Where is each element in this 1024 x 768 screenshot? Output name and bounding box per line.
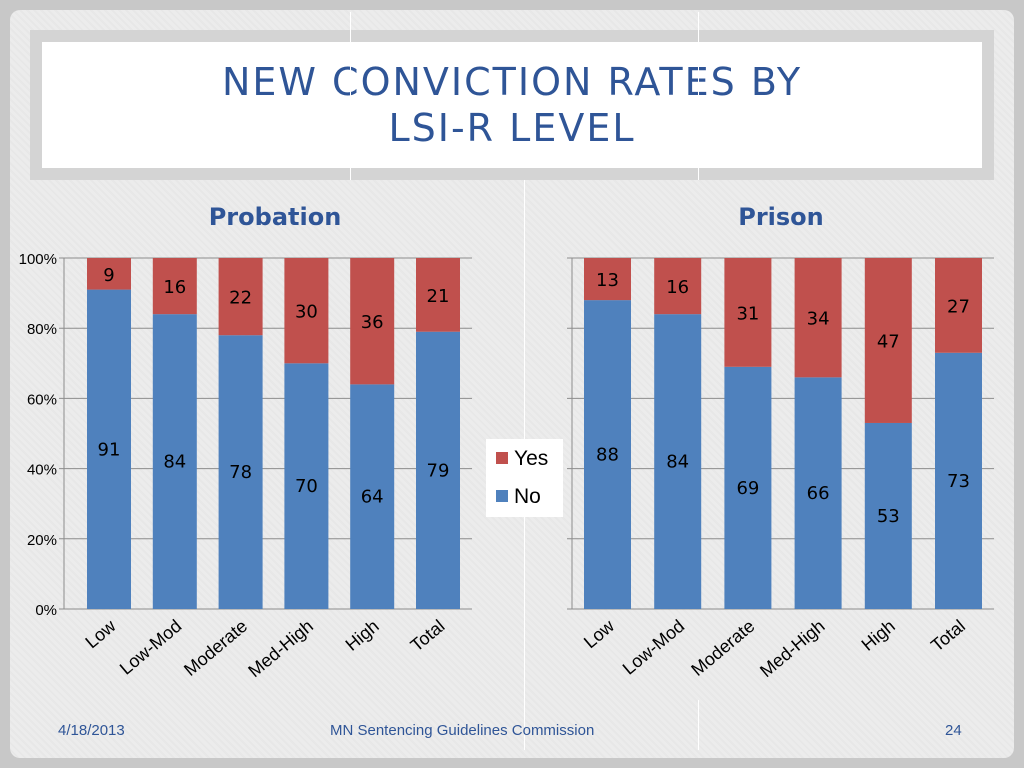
bar-no bbox=[416, 331, 460, 609]
data-label-no: 64 bbox=[361, 487, 384, 508]
footer-date: 4/18/2013 bbox=[58, 722, 125, 739]
divider-line-bottom bbox=[698, 700, 699, 750]
bar-no bbox=[350, 384, 395, 609]
data-label-no: 53 bbox=[877, 506, 900, 527]
y-tick-label: 20% bbox=[27, 532, 57, 549]
footer-center-text: MN Sentencing Guidelines Commission bbox=[330, 722, 595, 739]
data-label-no: 69 bbox=[736, 478, 759, 499]
data-label-yes: 9 bbox=[103, 265, 114, 286]
bar-no bbox=[864, 422, 912, 609]
bar-no bbox=[654, 314, 702, 609]
bar-yes bbox=[416, 258, 460, 332]
category-label: Low bbox=[580, 615, 619, 652]
category-label: Low-Mod bbox=[116, 616, 186, 679]
bar-no bbox=[794, 377, 842, 609]
legend-label-yes: Yes bbox=[514, 447, 548, 470]
bar-no bbox=[584, 300, 631, 609]
bar-yes bbox=[794, 258, 842, 378]
bar-yes bbox=[935, 258, 982, 353]
data-label-yes: 16 bbox=[163, 277, 186, 298]
title-frame: NEW CONVICTION RATES BY LSI-R LEVEL bbox=[30, 30, 994, 180]
bar-yes bbox=[218, 258, 263, 336]
bar-yes bbox=[584, 258, 631, 301]
data-label-yes: 16 bbox=[666, 277, 689, 298]
data-label-no: 91 bbox=[98, 439, 121, 460]
bar-no bbox=[152, 314, 197, 609]
data-label-no: 66 bbox=[807, 483, 830, 504]
y-tick-label: 0% bbox=[35, 602, 57, 619]
bar-yes bbox=[87, 258, 131, 290]
legend-swatch-yes bbox=[496, 452, 508, 464]
bar-yes bbox=[284, 258, 329, 364]
data-label-yes: 22 bbox=[229, 288, 252, 309]
y-tick-label: 100% bbox=[19, 251, 57, 268]
bar-yes bbox=[152, 258, 197, 315]
bar-yes bbox=[864, 258, 912, 423]
data-label-no: 84 bbox=[163, 452, 186, 473]
bar-yes bbox=[724, 258, 772, 367]
data-label-yes: 21 bbox=[427, 286, 450, 307]
bar-yes bbox=[350, 258, 395, 385]
data-label-yes: 31 bbox=[736, 303, 759, 324]
legend-swatch-no bbox=[496, 490, 508, 502]
bar-yes bbox=[654, 258, 702, 315]
category-label: Low-Mod bbox=[619, 616, 689, 679]
title-box: NEW CONVICTION RATES BY LSI-R LEVEL bbox=[42, 42, 982, 168]
bar-no bbox=[724, 366, 772, 609]
slide-title-line-2: LSI-R LEVEL bbox=[388, 106, 636, 150]
category-label: Total bbox=[407, 616, 449, 656]
chart-title: Prison bbox=[738, 203, 824, 231]
divider-line-top-left bbox=[350, 12, 351, 180]
category-label: High bbox=[342, 616, 383, 655]
chart-0: Probation 0% 20% 40% 60% 80% 100% 91 9 Low 84 16 Low… bbox=[19, 203, 472, 681]
legend-label-no: No bbox=[514, 485, 541, 508]
y-tick-label: 40% bbox=[27, 462, 57, 479]
data-label-yes: 13 bbox=[596, 270, 619, 291]
bar-no bbox=[935, 352, 982, 609]
data-label-no: 73 bbox=[947, 471, 970, 492]
data-label-no: 70 bbox=[295, 476, 318, 497]
data-label-yes: 27 bbox=[947, 296, 970, 317]
legend: Yes No bbox=[486, 439, 563, 517]
y-tick-label: 80% bbox=[27, 321, 57, 338]
data-label-yes: 36 bbox=[361, 312, 384, 333]
data-label-no: 88 bbox=[596, 445, 619, 466]
footer-page-number: 24 bbox=[945, 722, 962, 739]
chart-title: Probation bbox=[209, 203, 342, 231]
data-label-yes: 30 bbox=[295, 302, 318, 323]
data-label-no: 79 bbox=[427, 460, 450, 481]
category-label: High bbox=[858, 616, 899, 655]
category-label: Med-High bbox=[756, 616, 829, 681]
data-label-yes: 34 bbox=[807, 309, 830, 330]
bar-no bbox=[218, 335, 263, 609]
data-label-yes: 47 bbox=[877, 331, 900, 352]
y-tick-label: 60% bbox=[27, 391, 57, 408]
bar-no bbox=[87, 289, 131, 609]
data-label-no: 84 bbox=[666, 452, 689, 473]
chart-1: Prison 88 13 Low 84 16 Low-Mod 69 31 Moderate 66 34… bbox=[567, 203, 994, 681]
bar-no bbox=[284, 363, 329, 609]
slide-title-line-1: NEW CONVICTION RATES BY bbox=[221, 60, 803, 104]
category-label: Med-High bbox=[244, 616, 317, 681]
category-label: Low bbox=[81, 615, 120, 652]
category-label: Moderate bbox=[687, 616, 758, 680]
category-label: Total bbox=[927, 616, 969, 656]
category-label: Moderate bbox=[180, 616, 251, 680]
divider-line-top-right bbox=[698, 12, 699, 180]
data-label-no: 78 bbox=[229, 462, 252, 483]
